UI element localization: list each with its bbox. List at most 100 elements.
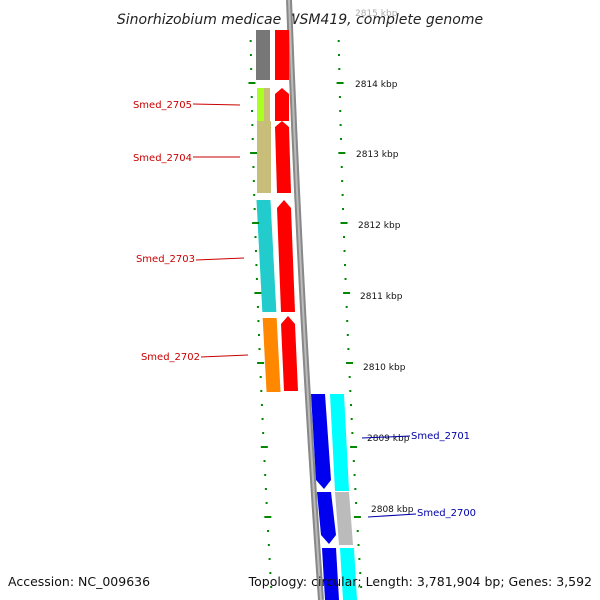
right-scale-dot <box>350 418 353 420</box>
left-scale-dot <box>252 180 255 182</box>
backbone-highlight <box>288 0 322 600</box>
right-scale-major-tick <box>353 516 361 518</box>
tick-label-2809: 2809 kbp <box>367 434 410 444</box>
right-scale-dot <box>338 96 341 98</box>
right-scale-dot <box>342 208 345 210</box>
cds-arrow-smed-2700 <box>317 492 336 544</box>
gene-band-smed-2701 <box>330 394 349 491</box>
right-scale-dot <box>360 586 363 588</box>
leader-line-smed-2702 <box>200 354 249 358</box>
right-scale-dot <box>354 488 357 490</box>
tick-label-2811: 2811 kbp <box>360 292 403 302</box>
left-scale-major-tick <box>248 82 256 84</box>
gene-label-smed-2704: Smed_2704 <box>133 153 192 164</box>
right-scale-major-tick <box>338 152 346 154</box>
right-scale-major-tick <box>343 292 351 294</box>
left-scale-dot <box>251 138 254 140</box>
right-scale-dot <box>349 390 352 392</box>
tick-label-2810: 2810 kbp <box>363 363 406 373</box>
left-scale-dot <box>250 68 253 70</box>
right-scale-dot <box>341 194 344 196</box>
right-scale-dot <box>353 474 356 476</box>
left-scale-dot <box>264 488 267 490</box>
right-scale-dot <box>343 236 346 238</box>
left-scale-dot <box>260 390 263 392</box>
right-scale-dot <box>357 544 360 546</box>
cds-arrow-smed-2702 <box>281 316 298 391</box>
right-scale-dot <box>338 68 341 70</box>
left-scale-dot <box>255 278 258 280</box>
left-scale-dot <box>249 54 252 56</box>
right-scale-dot <box>339 138 342 140</box>
cds-arrow-smed-2705 <box>275 88 289 121</box>
tick-label-2812: 2812 kbp <box>358 221 401 231</box>
left-scale-dot <box>257 334 260 336</box>
left-scale-dot <box>268 558 271 560</box>
tick-labels: 2815 kbp 2814 kbp 2813 kbp 2812 kbp 2811… <box>355 9 414 515</box>
gene-labels-right: Smed_2701 Smed_2700 <box>361 431 476 519</box>
left-scale-dot <box>253 208 256 210</box>
right-scale-dot <box>339 124 342 126</box>
cds-arrow-smed-2704 <box>275 121 291 193</box>
accession-text: Accession: NC_009636 <box>8 574 151 589</box>
right-scale-dot <box>344 278 347 280</box>
left-scale-dot <box>251 110 254 112</box>
left-scale-dot <box>254 236 257 238</box>
right-scale-dot <box>349 404 352 406</box>
right-scale-dot <box>355 502 358 504</box>
left-scale-major-tick <box>264 516 272 518</box>
topology-text: Topology: circular; Length: 3,781,904 bp… <box>248 574 592 589</box>
right-scale-dot <box>337 54 340 56</box>
left-scale-dot <box>249 40 252 42</box>
gene-track-left <box>256 30 281 392</box>
gene-label-smed-2703: Smed_2703 <box>136 254 195 265</box>
gene-band-smed-2703 <box>256 200 277 312</box>
right-scale-dot <box>358 558 361 560</box>
right-scale-dot <box>347 348 350 350</box>
left-scale-dot <box>267 544 270 546</box>
gene-label-smed-2700: Smed_2700 <box>417 508 476 519</box>
gene-track-right <box>311 394 357 600</box>
left-scale-major-tick <box>254 292 262 294</box>
cds-arrow-bottom <box>322 548 339 600</box>
left-scale-dot <box>254 250 257 252</box>
right-scale-dot <box>352 460 355 462</box>
right-scale-dot <box>356 530 359 532</box>
left-scale-dot <box>269 572 272 574</box>
right-scale-dot <box>345 306 348 308</box>
leader-line-smed-2700 <box>367 513 417 518</box>
gene-band-bottom <box>340 548 357 600</box>
gene-band-smed-2702 <box>262 318 281 392</box>
left-scale-dot <box>265 502 268 504</box>
tick-label-2808: 2808 kbp <box>371 505 414 515</box>
gene-band-smed-2705-b <box>264 88 270 121</box>
left-scale-dot <box>259 376 262 378</box>
tick-label-2814: 2814 kbp <box>355 80 398 90</box>
right-scale-dot <box>346 334 349 336</box>
right-scale-dot <box>343 250 346 252</box>
right-scale-major-tick <box>346 362 354 364</box>
cds-arrow-smed-2703 <box>277 200 295 312</box>
right-scale-dot <box>359 572 362 574</box>
right-scale-dot <box>351 432 354 434</box>
right-scale-dot <box>348 376 351 378</box>
leader-line-smed-2705 <box>192 103 241 106</box>
right-scale-major-tick <box>336 82 344 84</box>
scale-dots-right <box>336 40 363 588</box>
left-scale-dot <box>263 460 266 462</box>
left-scale-dot <box>251 124 254 126</box>
left-scale-dot <box>260 404 263 406</box>
left-scale-dot <box>264 474 267 476</box>
left-scale-dot <box>255 264 258 266</box>
cds-track-red <box>275 30 298 391</box>
tick-label-2813: 2813 kbp <box>356 150 399 160</box>
right-scale-dot <box>344 264 347 266</box>
gene-label-smed-2701: Smed_2701 <box>411 431 470 442</box>
left-scale-dot <box>252 166 255 168</box>
right-scale-major-tick <box>340 222 348 224</box>
right-scale-dot <box>339 110 342 112</box>
gene-labels-left: Smed_2705 Smed_2704 Smed_2703 Smed_2702 <box>133 100 249 363</box>
left-scale-dot <box>257 320 260 322</box>
left-scale-dot <box>258 348 261 350</box>
